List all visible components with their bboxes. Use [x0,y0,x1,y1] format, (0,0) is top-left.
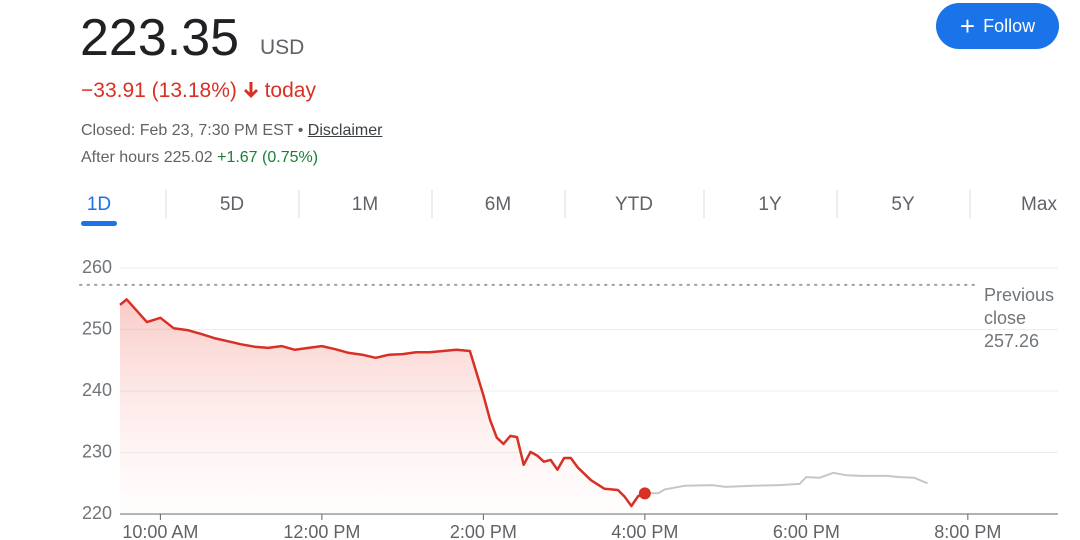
tab[interactable]: 5D [220,194,244,215]
x-tick-label: 6:00 PM [773,522,840,540]
line [644,471,928,495]
change-percent: (13.18%) [151,79,237,102]
previous-close-text: Previous close [984,285,1055,328]
x-tick-label: 4:00 PM [611,522,678,540]
y-tick-label: 260 [82,257,112,277]
last-point [638,487,651,500]
active-tab-indicator [81,221,117,226]
previous-close-label: Previous close 257.26 [984,284,1074,353]
tab[interactable]: 1M [352,194,378,215]
plus-icon: + [959,11,976,41]
y-tick-label: 250 [82,318,112,338]
change-value: −33.91 [81,79,146,102]
after-hours: After hours 225.02 +1.67 (0.75%) [81,149,318,167]
period: today [264,79,316,102]
tab[interactable]: 6M [485,194,511,215]
area [120,299,645,514]
disclaimer-link[interactable]: Disclaimer [307,122,383,139]
price: 223.35 [80,9,240,67]
closed-info: Closed: Feb 23, 7:30 PM EST • Disclaimer [81,122,382,140]
tab[interactable]: YTD [615,194,653,215]
x-tick-label: 10:00 AM [122,522,198,540]
y-tick-label: 230 [82,441,112,461]
tab[interactable]: 1D [87,194,111,215]
tab[interactable]: 5Y [891,194,915,215]
previous-close-value: 257.26 [984,331,1040,351]
y-tick-label: 220 [82,503,112,523]
closed-text: Closed: Feb 23, 7:30 PM EST [81,122,294,139]
follow-button[interactable]: + Follow [936,3,1059,49]
x-tick-label: 12:00 PM [283,522,360,540]
line [119,298,646,508]
tab[interactable]: 1Y [758,194,782,215]
after-hours-price: After hours 225.02 [81,149,213,166]
down-arrow [243,82,258,98]
follow-label: Follow [983,15,1036,36]
currency: USD [260,36,305,59]
bullet: • [297,122,304,139]
tab[interactable]: Max [1021,194,1057,215]
x-tick-label: 8:00 PM [934,522,1001,540]
after-hours-change: +1.67 (0.75%) [217,149,319,166]
change: −33.91 (13.18%) today [81,79,316,103]
x-tick-label: 2:00 PM [450,522,517,540]
y-tick-label: 240 [82,380,112,400]
